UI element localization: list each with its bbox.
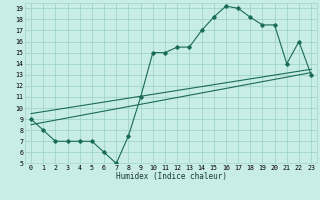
X-axis label: Humidex (Indice chaleur): Humidex (Indice chaleur)	[116, 172, 227, 181]
